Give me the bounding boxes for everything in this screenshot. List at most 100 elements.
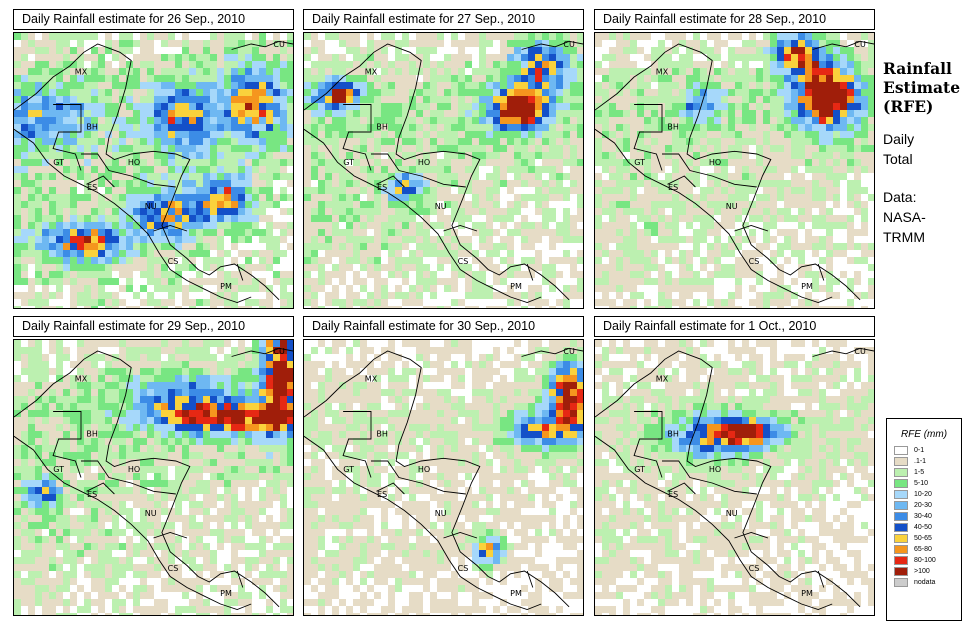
rainfall-cell: [840, 306, 847, 308]
rainfall-cell: [339, 124, 346, 131]
rainfall-cell: [168, 257, 175, 264]
rainfall-cell: [70, 299, 77, 306]
rainfall-cell: [224, 152, 231, 159]
rainfall-cell: [437, 68, 444, 75]
rainfall-cell: [791, 152, 798, 159]
rainfall-cell: [868, 292, 874, 299]
rainfall-cell: [833, 180, 840, 187]
rainfall-cell: [318, 166, 325, 173]
rainfall-cell: [140, 96, 147, 103]
rainfall-cell: [791, 159, 798, 166]
rainfall-cell: [21, 229, 28, 236]
rainfall-cell: [679, 124, 686, 131]
rainfall-cell: [798, 187, 805, 194]
rainfall-cell: [672, 194, 679, 201]
rainfall-cell: [259, 424, 266, 431]
rainfall-cell: [217, 271, 224, 278]
rainfall-cell: [367, 194, 374, 201]
rainfall-cell: [168, 40, 175, 47]
rainfall-cell: [217, 347, 224, 354]
rainfall-cell: [168, 250, 175, 257]
rainfall-cell: [119, 396, 126, 403]
rainfall-cell: [189, 403, 196, 410]
rainfall-cell: [119, 417, 126, 424]
rainfall-cell: [416, 61, 423, 68]
rainfall-cell: [623, 138, 630, 145]
rainfall-cell: [577, 54, 583, 61]
rainfall-cell: [672, 243, 679, 250]
rainfall-cell: [56, 138, 63, 145]
rainfall-cell: [325, 201, 332, 208]
rainfall-cell: [374, 257, 381, 264]
rainfall-cell: [756, 40, 763, 47]
rainfall-cell: [616, 180, 623, 187]
rainfall-cell: [168, 201, 175, 208]
rainfall-cell: [126, 124, 133, 131]
rainfall-cell: [304, 215, 311, 222]
rainfall-cell: [203, 110, 210, 117]
rainfall-cell: [493, 110, 500, 117]
rainfall-cell: [147, 424, 154, 431]
rainfall-cell: [21, 264, 28, 271]
rainfall-cell: [714, 173, 721, 180]
rainfall-cell: [35, 396, 42, 403]
rainfall-cell: [147, 201, 154, 208]
rainfall-cell: [493, 173, 500, 180]
rainfall-cell: [651, 187, 658, 194]
rainfall-cell: [826, 61, 833, 68]
rainfall-cell: [458, 40, 465, 47]
rainfall-cell: [91, 340, 98, 347]
rainfall-cell: [28, 403, 35, 410]
rainfall-cell: [168, 424, 175, 431]
rainfall-cell: [665, 278, 672, 285]
rainfall-cell: [430, 271, 437, 278]
rainfall-cell: [665, 201, 672, 208]
rainfall-cell: [84, 222, 91, 229]
rainfall-cell: [238, 431, 245, 438]
rainfall-cell: [563, 173, 570, 180]
rainfall-cell: [430, 152, 437, 159]
rainfall-cell: [126, 354, 133, 361]
coastline-border: [595, 128, 833, 303]
rainfall-cell: [266, 138, 273, 145]
rainfall-cell: [847, 145, 854, 152]
rainfall-cell: [147, 354, 154, 361]
rainfall-cell: [416, 264, 423, 271]
rainfall-cell: [707, 47, 714, 54]
rainfall-cell: [28, 347, 35, 354]
rainfall-cell: [637, 152, 644, 159]
rainfall-cell: [507, 124, 514, 131]
rainfall-cell: [273, 257, 280, 264]
rainfall-cell: [311, 306, 318, 308]
rainfall-cell: [133, 466, 140, 473]
rainfall-cell: [812, 54, 819, 61]
rainfall-cell: [707, 75, 714, 82]
rainfall-cell: [805, 138, 812, 145]
rainfall-cell: [56, 47, 63, 54]
rainfall-cell: [318, 159, 325, 166]
rainfall-cell: [133, 236, 140, 243]
rainfall-cell: [367, 236, 374, 243]
rainfall-cell: [770, 257, 777, 264]
rainfall-cell: [451, 264, 458, 271]
rainfall-cell: [231, 180, 238, 187]
rainfall-cell: [147, 215, 154, 222]
rainfall-cell: [56, 368, 63, 375]
rainfall-cell: [521, 173, 528, 180]
rainfall-cell: [714, 75, 721, 82]
rainfall-cell: [119, 124, 126, 131]
rainfall-cell: [388, 138, 395, 145]
rainfall-cell: [133, 347, 140, 354]
rainfall-cell: [70, 459, 77, 466]
rainfall-cell: [507, 201, 514, 208]
rainfall-cell: [861, 250, 868, 257]
rainfall-cell: [259, 40, 266, 47]
rainfall-cell: [147, 194, 154, 201]
rainfall-cell: [430, 61, 437, 68]
rainfall-cell: [756, 110, 763, 117]
rainfall-cell: [360, 68, 367, 75]
rainfall-cell: [409, 187, 416, 194]
rainfall-cell: [700, 89, 707, 96]
rainfall-cell: [486, 180, 493, 187]
rainfall-cell: [42, 466, 49, 473]
